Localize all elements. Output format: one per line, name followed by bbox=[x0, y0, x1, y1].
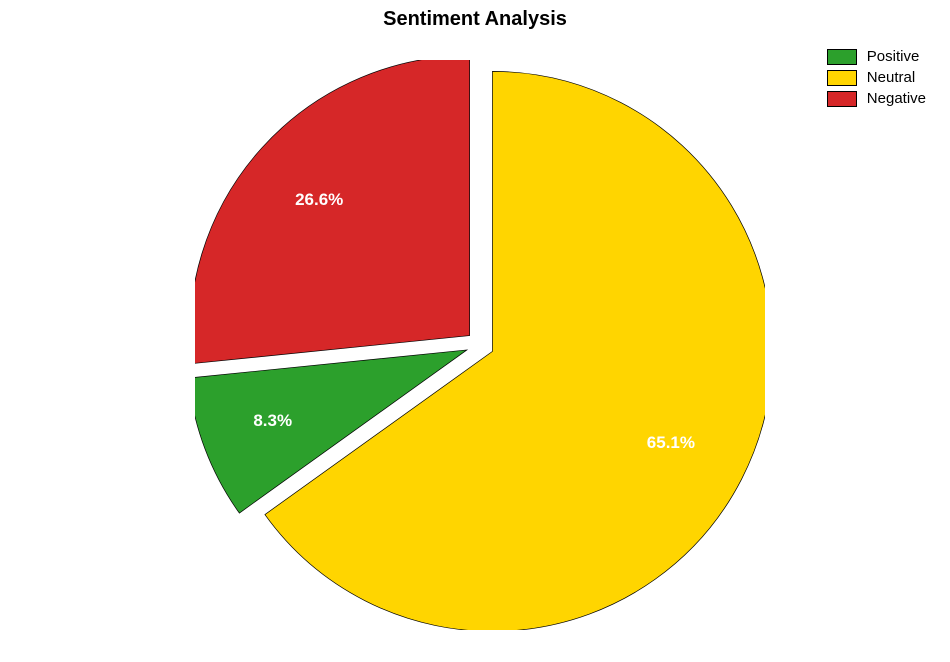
legend-item-negative: Negative bbox=[827, 90, 926, 107]
legend-item-neutral: Neutral bbox=[827, 69, 926, 86]
pie-chart bbox=[195, 60, 765, 630]
slice-label-neutral: 65.1% bbox=[647, 433, 695, 453]
pie-slice-negative bbox=[195, 60, 470, 364]
slice-label-positive: 8.3% bbox=[253, 411, 292, 431]
legend: Positive Neutral Negative bbox=[827, 48, 926, 107]
legend-swatch-neutral bbox=[827, 70, 857, 86]
legend-label-negative: Negative bbox=[867, 90, 926, 107]
legend-label-neutral: Neutral bbox=[867, 69, 915, 86]
legend-label-positive: Positive bbox=[867, 48, 920, 65]
legend-swatch-negative bbox=[827, 91, 857, 107]
chart-container: Sentiment Analysis 26.6% 8.3% 65.1% Positi… bbox=[0, 0, 950, 662]
slice-label-negative: 26.6% bbox=[295, 190, 343, 210]
legend-item-positive: Positive bbox=[827, 48, 926, 65]
legend-swatch-positive bbox=[827, 49, 857, 65]
chart-title: Sentiment Analysis bbox=[0, 8, 950, 31]
